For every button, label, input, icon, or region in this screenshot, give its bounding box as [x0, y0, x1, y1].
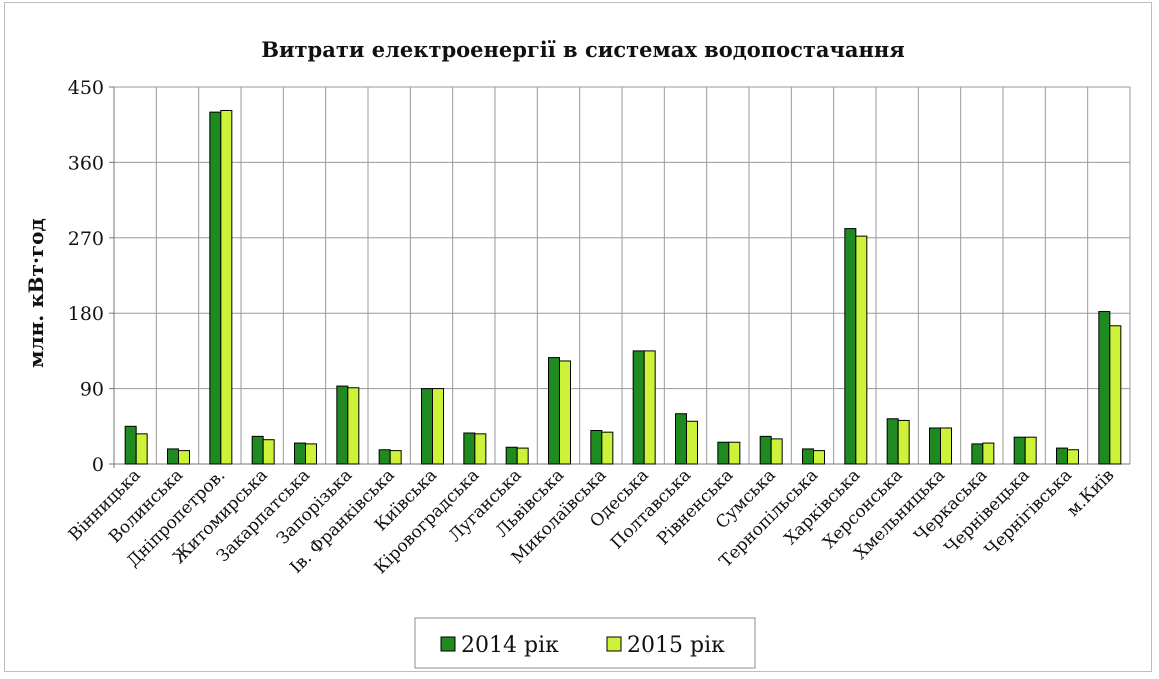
- bar-2014: [971, 443, 984, 465]
- bar-2015: [897, 419, 910, 465]
- bar-2015: [855, 235, 868, 465]
- y-tick-label: 180: [68, 303, 104, 325]
- bar-2014: [167, 448, 179, 465]
- chart-frame: Витрати електроенергії в системах водопо…: [4, 2, 1152, 672]
- bar-2015: [686, 420, 698, 465]
- y-tick-label: 270: [68, 228, 104, 250]
- legend-box: [414, 617, 756, 669]
- bar-2015: [559, 360, 571, 465]
- bar-2014: [675, 413, 687, 465]
- bar-2014: [929, 427, 941, 465]
- chart-title: Витрати електроенергії в системах водопо…: [261, 37, 905, 62]
- bar-2015: [601, 431, 614, 465]
- bar-2015: [220, 109, 233, 465]
- bar-2014: [421, 388, 433, 465]
- legend-swatch-2014: [440, 636, 456, 652]
- bar-2014: [1098, 311, 1111, 465]
- bar-2015: [643, 350, 656, 465]
- y-tick-label: 360: [68, 152, 104, 174]
- bar-2015: [516, 447, 529, 465]
- bar-2015: [178, 450, 190, 465]
- bar-2014: [632, 350, 645, 465]
- legend-swatch-2015: [606, 636, 622, 652]
- bar-2014: [124, 425, 137, 465]
- bar-2014: [844, 228, 857, 465]
- bar-2015: [262, 439, 275, 465]
- bar-2014: [463, 432, 476, 465]
- bar-2015: [813, 450, 825, 465]
- legend: 2014 рік 2015 рік: [414, 617, 756, 669]
- chart: Витрати електроенергії в системах водопо…: [24, 37, 1131, 669]
- bar-2014: [717, 441, 730, 465]
- bar-2015: [474, 433, 487, 465]
- bar-2015: [1109, 325, 1122, 465]
- bar-2014: [886, 418, 899, 465]
- y-tick-label: 0: [92, 454, 104, 476]
- bar-2014: [378, 449, 391, 465]
- bar-2015: [305, 443, 317, 465]
- x-tick-label: м.Київ: [1063, 465, 1118, 520]
- bar-2015: [389, 450, 402, 465]
- legend-label-2015: 2015 рік: [627, 633, 725, 658]
- bar-2014: [1056, 447, 1068, 465]
- bar-2014: [505, 446, 518, 465]
- bar-2014: [1013, 436, 1026, 465]
- legend-label-2014: 2014 рік: [461, 633, 559, 658]
- bar-2015: [770, 438, 783, 465]
- bar-2015: [982, 442, 995, 465]
- bar-2014: [209, 111, 222, 465]
- y-tick-label: 90: [80, 379, 104, 401]
- y-axis-label: млн. кВт·год: [24, 218, 48, 368]
- bar-2015: [347, 387, 360, 465]
- y-tick-label: 450: [68, 77, 104, 99]
- bar-2015: [432, 388, 444, 465]
- bar-2014: [548, 357, 560, 465]
- bar-2015: [135, 433, 148, 465]
- bar-2015: [1024, 436, 1037, 465]
- bar-2015: [940, 427, 952, 465]
- bar-2014: [294, 442, 306, 465]
- bar-2015: [728, 441, 741, 465]
- bar-2014: [802, 448, 814, 465]
- bar-2014: [251, 435, 264, 465]
- bar-2015: [1067, 449, 1079, 465]
- bar-2014: [590, 429, 603, 465]
- bar-2014: [759, 435, 772, 465]
- bar-2014: [336, 385, 349, 465]
